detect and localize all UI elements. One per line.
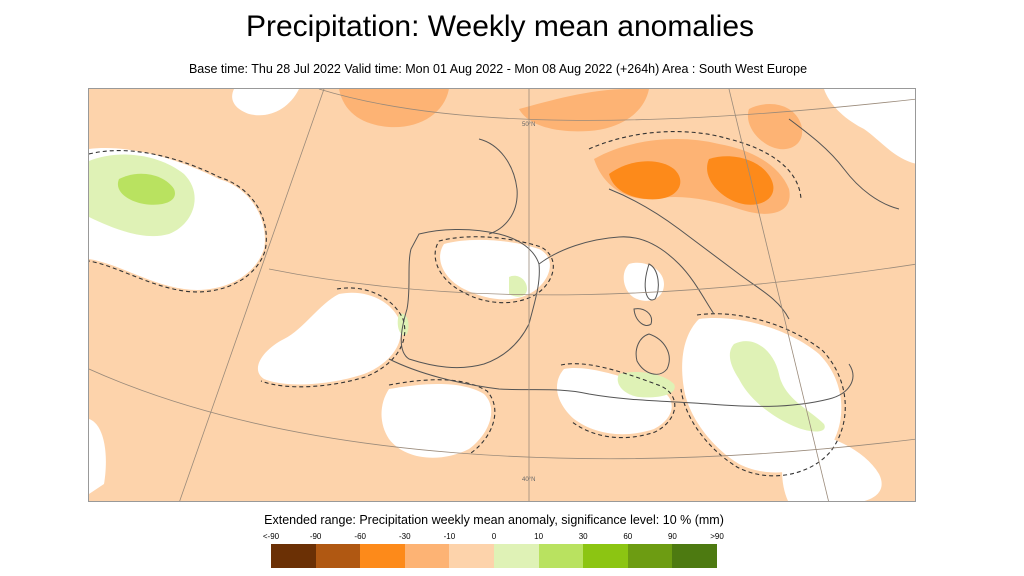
legend-swatch	[493, 544, 539, 568]
legend-tick-label: 30	[578, 532, 588, 541]
legend-swatch	[360, 544, 405, 568]
chart-title: Precipitation: Weekly mean anomalies	[245, 10, 755, 43]
non-significant-areas	[89, 89, 915, 501]
legend-tick-labels: <-90 -90 -60 -30 -10 0 10 30 60 90 >90	[248, 532, 738, 542]
legend-swatch	[672, 544, 717, 568]
graticule-label-50n: 50°N	[522, 122, 535, 128]
legend-swatch	[404, 544, 450, 568]
legend-tick-label: -60	[354, 532, 366, 541]
legend-title: Extended range: Precipitation weekly mea…	[264, 513, 724, 527]
legend-tick-label: -90	[309, 532, 322, 541]
legend-tick-label: -10	[443, 532, 456, 541]
legend-swatch	[627, 544, 673, 568]
legend-tick-label: 0	[491, 532, 497, 541]
map-canvas: 50°N 40°N	[89, 89, 915, 501]
legend-color-bar	[271, 544, 717, 568]
chart-subtitle: Base time: Thu 28 Jul 2022 Valid time: M…	[188, 62, 808, 76]
legend-tick-label: 10	[534, 532, 544, 541]
coastlines	[388, 118, 900, 407]
graticule-label-40n: 40°N	[522, 477, 535, 483]
significance-contours	[89, 131, 846, 477]
legend-swatch	[315, 544, 361, 568]
anomaly-map: 50°N 40°N	[88, 88, 916, 502]
legend-swatch	[449, 544, 494, 568]
moderate-wet-areas	[117, 173, 175, 205]
legend-swatch	[538, 544, 584, 568]
legend-tick-label: <-90	[262, 532, 280, 541]
legend-tick-label: 90	[667, 532, 677, 541]
legend-swatch	[271, 544, 316, 568]
strong-dry-areas	[609, 156, 774, 205]
legend-swatch	[583, 544, 628, 568]
legend-tick-label: 60	[623, 532, 633, 541]
legend-tick-label: -30	[399, 532, 411, 541]
legend-tick-label: >90	[710, 532, 724, 541]
graticule	[89, 89, 915, 501]
